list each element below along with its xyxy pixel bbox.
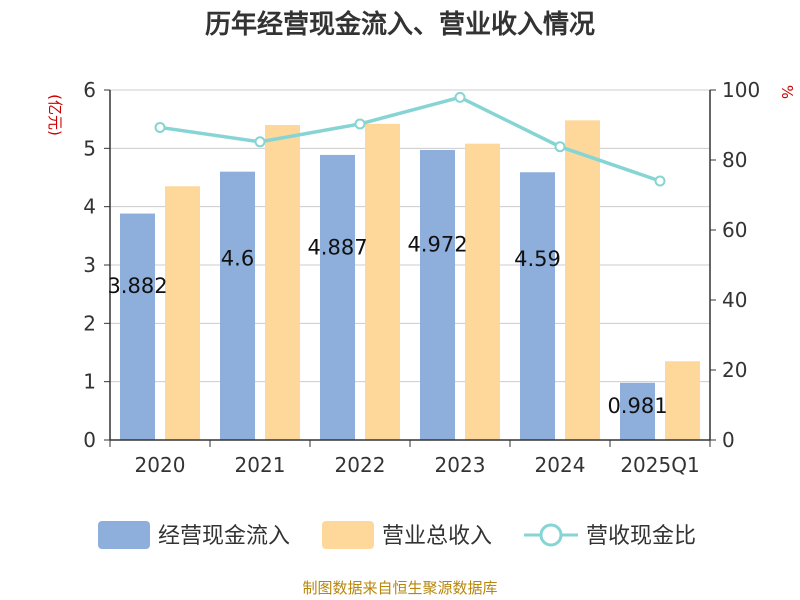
- legend: 经营现金流入 营业总收入 营收现金比: [98, 521, 696, 549]
- x-axis-tick-label: 2024: [535, 453, 586, 477]
- legend-swatch-revenue: [322, 521, 374, 549]
- right-axis-tick-label: 20: [722, 358, 747, 382]
- legend-label-ratio: 营收现金比: [586, 524, 696, 549]
- legend-swatch-cash-inflow: [98, 521, 150, 549]
- left-axis-tick-label: 6: [83, 78, 96, 102]
- bar-cash-inflow: [120, 213, 155, 440]
- ratio-point: [654, 175, 666, 187]
- ratio-point: [354, 118, 366, 130]
- legend-marker-ratio: [539, 523, 563, 547]
- ratio-point: [154, 121, 166, 133]
- right-axis-unit: %: [778, 85, 796, 99]
- data-label: 4.59: [514, 247, 561, 271]
- data-label: 4.6: [221, 247, 254, 271]
- ratio-line-path: [159, 95, 661, 183]
- bars: [120, 120, 700, 441]
- bar-revenue: [665, 361, 700, 440]
- bar-cash-inflow: [320, 154, 355, 441]
- ratio-point: [554, 141, 566, 153]
- gridlines: [110, 89, 710, 383]
- data-label: 4.972: [407, 232, 467, 256]
- ratio-point: [454, 91, 466, 103]
- ratio-point: [254, 136, 266, 148]
- bar-revenue: [165, 186, 200, 440]
- bar-revenue: [465, 143, 500, 440]
- x-axis-tick-label: 2023: [435, 453, 486, 477]
- left-axis-tick-label: 3: [83, 253, 96, 277]
- chart-title: 历年经营现金流入、营业收入情况: [205, 9, 595, 40]
- bar-cash-inflow: [420, 149, 455, 440]
- bar-cash-inflow: [620, 382, 655, 440]
- left-axis-tick-label: 4: [83, 195, 96, 219]
- x-axis-tick-label: 2022: [335, 453, 386, 477]
- data-labels: 3.882 4.6 4.887 4.972 4.59 0.981: [107, 232, 667, 417]
- right-axis-tick-label: 100: [722, 78, 760, 102]
- data-label: 3.882: [107, 274, 167, 298]
- legend-label-cash-inflow: 经营现金流入: [158, 524, 290, 549]
- right-axis-tick-label: 80: [722, 148, 747, 172]
- x-axis-tick-label: 2025Q1: [620, 453, 699, 477]
- data-label: 4.887: [307, 236, 367, 260]
- left-axis-tick-label: 1: [83, 370, 96, 394]
- ratio-line: [154, 91, 666, 187]
- bar-revenue: [565, 120, 600, 440]
- left-axis-tick-label: 5: [83, 136, 96, 160]
- bar-cash-inflow: [520, 172, 555, 440]
- data-label: 0.981: [607, 394, 667, 418]
- bar-cash-inflow: [220, 171, 255, 440]
- legend-label-revenue: 营业总收入: [382, 524, 492, 549]
- right-axis-tick-label: 40: [722, 288, 747, 312]
- x-axis-tick-label: 2021: [235, 453, 286, 477]
- source-note: 制图数据来自恒生聚源数据库: [302, 579, 497, 597]
- right-axis-tick-label: 0: [722, 428, 735, 452]
- x-axis-tick-label: 2020: [135, 453, 186, 477]
- bar-revenue: [365, 123, 400, 440]
- right-axis-tick-label: 60: [722, 218, 747, 242]
- bar-revenue: [265, 125, 300, 440]
- left-axis-tick-label: 2: [83, 311, 96, 335]
- left-axis-tick-label: 0: [83, 428, 96, 452]
- left-axis-unit: (亿元): [46, 94, 64, 136]
